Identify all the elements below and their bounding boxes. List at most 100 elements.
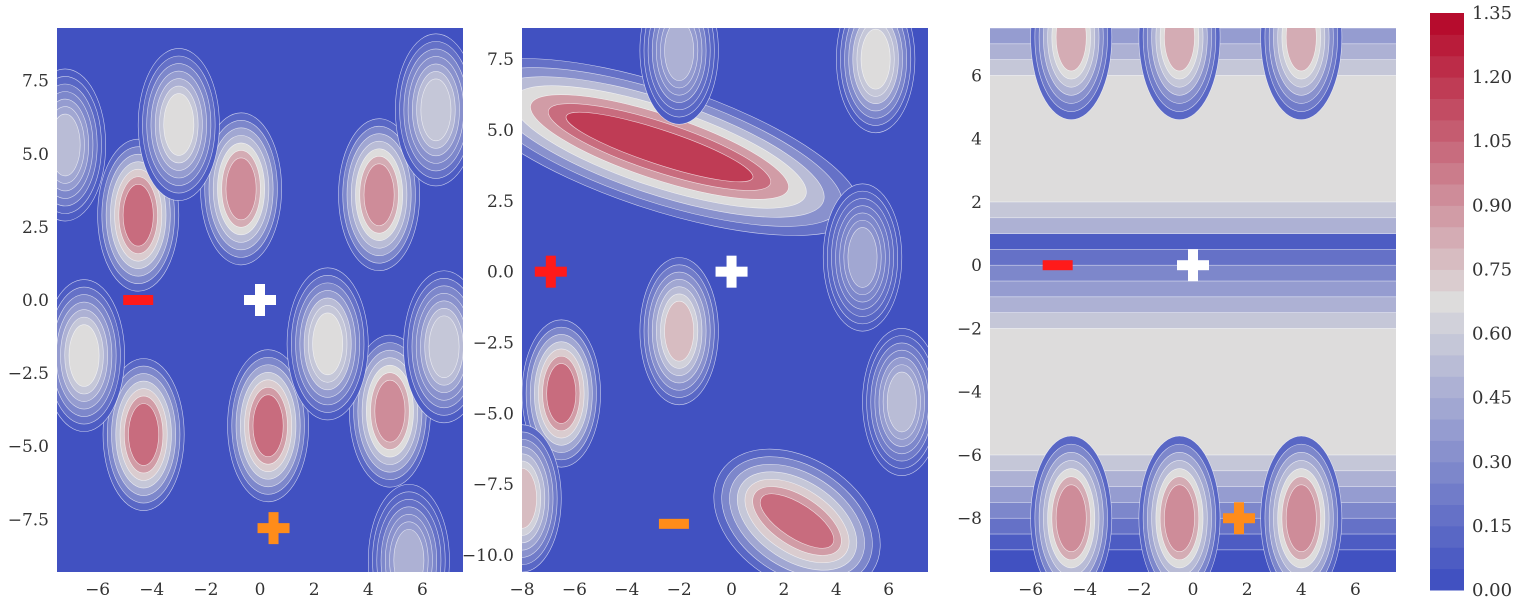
contour-peak	[128, 403, 159, 466]
colorbar-level	[1430, 34, 1464, 57]
contour-peak	[860, 28, 891, 90]
contour-peak	[546, 363, 577, 424]
colorbar-level	[1430, 226, 1464, 249]
colorbar-tick-label: 0.45	[1472, 388, 1512, 409]
contour-peak	[664, 28, 695, 81]
marker-plus	[1234, 502, 1245, 535]
colorbar-level	[1430, 461, 1464, 484]
y-tick-label: 4	[971, 130, 982, 150]
right-x-axis: −6 −4 −2 0 2 4 6	[1018, 580, 1361, 600]
right-y-axis: −8 −6 −4 −2 0 2 4 6	[957, 66, 982, 529]
x-tick-label: 2	[1242, 580, 1253, 600]
marker-minus	[123, 295, 154, 305]
y-tick-label: 0.0	[487, 263, 514, 283]
y-tick-label: 0	[971, 256, 982, 276]
x-tick-label: 6	[417, 580, 428, 600]
colorbar-level	[1430, 269, 1464, 292]
colorbar-tick-label: 1.05	[1472, 131, 1512, 152]
y-tick-label: −5.0	[473, 404, 514, 424]
contour-peak	[374, 379, 406, 443]
y-tick-label: 0.0	[22, 291, 49, 311]
contour-peak	[1285, 28, 1317, 72]
colorbar-tick-label: 0.90	[1472, 195, 1512, 216]
x-tick-label: −6	[1018, 580, 1043, 600]
left-y-axis: −7.5 −5.0 −2.5 0.0 2.5 5.0 7.5	[8, 72, 49, 531]
x-tick-label: 6	[883, 580, 894, 600]
contour-peak	[122, 183, 154, 247]
y-tick-label: 2.5	[487, 192, 514, 212]
colorbar-level	[1430, 290, 1464, 313]
x-tick-label: −4	[614, 580, 639, 600]
contour-peak	[664, 300, 695, 362]
contour-peak	[163, 93, 195, 156]
marker-minus	[658, 518, 689, 529]
colorbar-level	[1430, 141, 1464, 164]
colorbar-level	[1430, 77, 1464, 99]
middle-contour-field	[522, 28, 928, 572]
y-tick-label: −2	[957, 319, 982, 339]
contour-peak	[886, 371, 917, 433]
y-tick-label: 7.5	[487, 50, 514, 70]
marker-plus	[726, 255, 737, 288]
colorbar-tick-label: 1.35	[1472, 3, 1512, 24]
x-tick-label: −4	[1072, 580, 1097, 600]
contour-peak	[68, 324, 100, 387]
contour-peak	[1164, 484, 1195, 552]
colorbar-level	[1430, 547, 1464, 570]
marker-plus	[268, 512, 279, 545]
x-tick-label: 6	[1350, 580, 1361, 600]
colorbar-ticks: 0.00 0.15 0.30 0.45 0.60 0.75 0.90 1.05 1.20 1.35	[1472, 3, 1512, 601]
colorbar-level	[1430, 354, 1464, 377]
middle-x-axis: −8 −6 −4 −2 0 2 4 6	[509, 580, 894, 600]
colorbar-level	[1430, 333, 1464, 356]
x-tick-label: 0	[1188, 580, 1199, 600]
colorbar-level	[1430, 119, 1464, 142]
colorbar-level	[1430, 568, 1464, 591]
colorbar-level	[1430, 248, 1464, 270]
contour-peak	[393, 529, 425, 572]
x-tick-label: −2	[667, 580, 692, 600]
y-tick-label: −6	[957, 446, 982, 466]
colorbar-level	[1430, 419, 1464, 441]
right-contour-plot: −6 −4 −2 0 2 4 6 −8 −6 −4 −2 0 2 4 6	[957, 28, 1396, 600]
colorbar-level	[1430, 440, 1464, 463]
y-tick-label: 6	[971, 66, 982, 86]
contour-peak	[252, 394, 284, 457]
colorbar-level	[1430, 525, 1464, 548]
x-tick-label: 2	[309, 580, 320, 600]
x-tick-label: 2	[779, 580, 790, 600]
right-contour-field	[990, 28, 1396, 572]
x-tick-label: 4	[831, 580, 842, 600]
x-tick-label: 0	[255, 580, 266, 600]
x-tick-label: 4	[1296, 580, 1307, 600]
colorbar-level	[1430, 397, 1464, 420]
marker-plus	[1188, 249, 1198, 282]
colorbar-level	[1430, 98, 1464, 121]
colorbar-level	[1430, 13, 1464, 35]
x-tick-label: −4	[139, 580, 164, 600]
middle-markers	[534, 255, 748, 529]
left-contour-field	[57, 33, 463, 572]
contour-band	[990, 328, 1396, 456]
contour-peak	[57, 113, 81, 177]
y-tick-label: −10.0	[462, 546, 514, 566]
y-tick-label: −8	[957, 509, 982, 529]
y-tick-label: 2	[971, 193, 982, 213]
colorbar-swatches	[1430, 13, 1464, 591]
left-x-axis: −6 −4 −2 0 2 4 6	[85, 580, 428, 600]
contour-peak	[312, 312, 344, 376]
contour-peak	[847, 227, 878, 288]
colorbar-tick-label: 0.15	[1472, 516, 1512, 537]
x-tick-label: −2	[193, 580, 218, 600]
y-tick-label: 7.5	[22, 72, 49, 92]
colorbar-level	[1430, 162, 1464, 185]
contour-ridge	[565, 111, 754, 183]
left-markers	[123, 284, 290, 545]
colorbar-tick-label: 0.75	[1472, 259, 1512, 280]
y-tick-label: −7.5	[473, 475, 514, 495]
contour-peak	[428, 315, 460, 379]
colorbar-level	[1430, 183, 1464, 206]
y-tick-label: 5.0	[22, 145, 49, 165]
contour-ridge	[759, 493, 835, 549]
marker-plus	[545, 255, 556, 288]
